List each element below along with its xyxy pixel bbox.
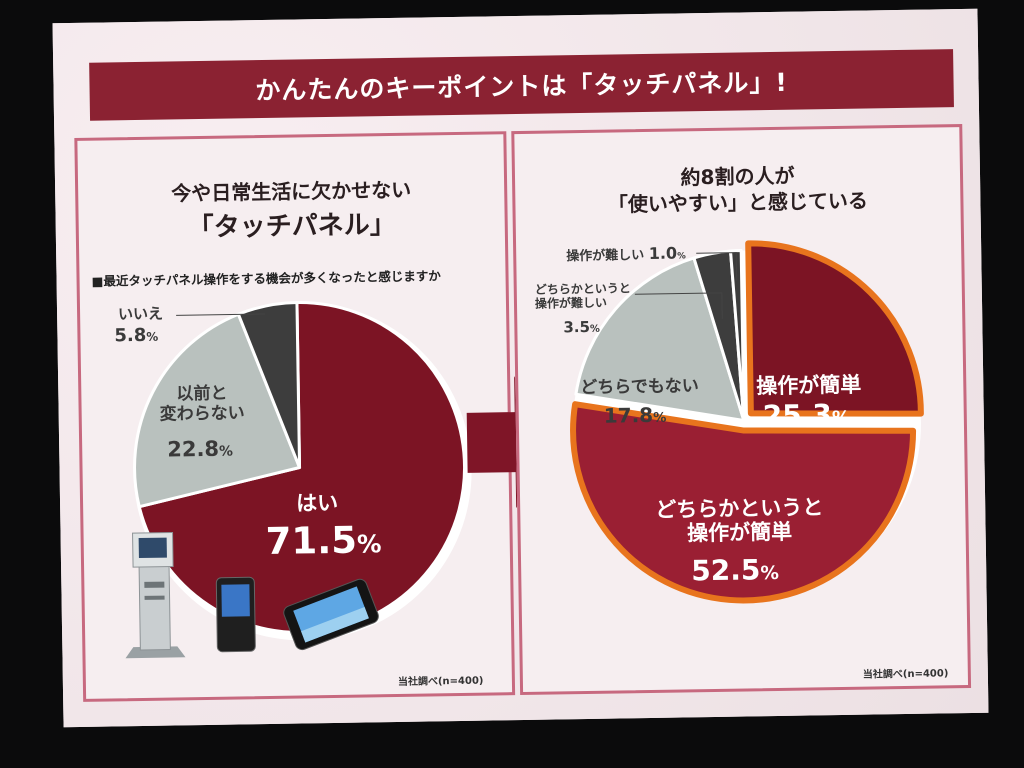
value-rather-hard: 3.5% [563, 317, 600, 337]
pie-slice-2 [133, 312, 302, 509]
left-source-note: 当社調べ(n=400) [397, 675, 484, 688]
value-easy: 25.3% [762, 398, 851, 433]
pie-slice-1 [745, 240, 924, 417]
music-player-icon [215, 576, 256, 653]
label-rather-hard: どちらかというと 操作が難しい [534, 281, 631, 311]
label-hard: 操作が難しい 1.0% [566, 243, 686, 265]
label-no: いいえ [117, 304, 164, 324]
pie-slice-3 [574, 256, 746, 422]
value-unchanged: 22.8% [167, 436, 234, 462]
pie-slice-1 [137, 300, 467, 634]
value-rather-easy: 52.5% [690, 553, 780, 588]
presentation-slide: かんたんのキーポイントは「タッチパネル」! 今や日常生活に欠かせない 「タッチパ… [52, 8, 989, 728]
leader-line-no [176, 313, 266, 316]
pie-slice-5 [729, 249, 746, 422]
right-source-note: 当社調べ(n=400) [862, 668, 949, 681]
value-yes: 71.5% [265, 518, 382, 564]
right-panel: 約8割の人が 「使いやすい」と感じている 操作が簡単 25.3% どちらかという… [511, 124, 972, 696]
label-easy: 操作が簡単 [756, 372, 862, 399]
leader-line-rather-hard [634, 292, 723, 319]
pie-chart-touch-usage [133, 300, 472, 641]
label-neutral: どちらでもない [580, 376, 699, 399]
leader-line-hard [696, 252, 738, 281]
label-yes: はい [295, 490, 339, 516]
value-neutral: 17.8% [603, 402, 667, 428]
kiosk-terminal-icon [125, 531, 186, 659]
devices-illustration [125, 531, 379, 659]
smartphone-icon [283, 578, 379, 651]
label-unchanged: 以前と 変わらない [159, 383, 245, 425]
pie-chart-ease-of-use [570, 240, 924, 604]
value-no: 5.8% [114, 324, 159, 347]
left-panel: 今や日常生活に欠かせない 「タッチパネル」 ■最近タッチパネル操作をする機会が多… [74, 131, 516, 702]
title-bar: かんたんのキーポイントは「タッチパネル」! [89, 49, 954, 121]
label-rather-easy: どちらかというと 操作が簡単 [655, 495, 824, 546]
pie-slice-2 [570, 401, 917, 604]
slide-title: かんたんのキーポイントは「タッチパネル」! [255, 67, 788, 106]
